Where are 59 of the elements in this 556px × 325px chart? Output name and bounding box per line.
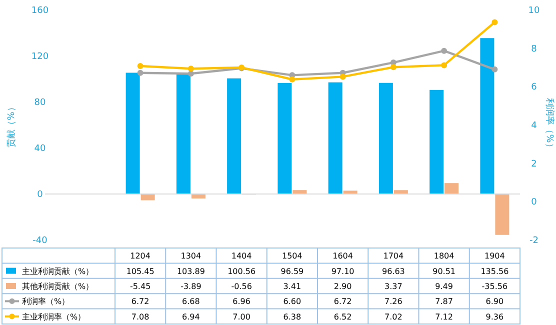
y-tick-label: 80 (34, 98, 46, 108)
y2-tick-label: 0 (531, 198, 538, 208)
legend-label: 主业利润率（%） (22, 312, 86, 322)
x-tick-label: 1704 (383, 252, 404, 261)
data-label: 2.90 (334, 282, 352, 291)
data-label: 9.36 (486, 312, 504, 322)
x-tick-label: 1404 (231, 252, 252, 261)
data-label: -0.56 (231, 282, 252, 291)
y-tick-label: 120 (31, 52, 49, 62)
y2-tick-label: 8 (531, 44, 538, 54)
data-label: -3.89 (180, 282, 202, 291)
x-tick-label: 1904 (484, 252, 505, 261)
x-tick-label: 1804 (434, 252, 454, 261)
x-tick-label: 1504 (282, 252, 302, 261)
data-label: 3.37 (384, 282, 402, 291)
data-label: 6.72 (131, 297, 150, 306)
data-label: 3.41 (283, 282, 302, 291)
y2-axis-title: 利润率（%） (544, 98, 555, 152)
data-label: 6.38 (283, 312, 302, 322)
data-label: 6.94 (182, 312, 200, 322)
data-label: 7.26 (384, 297, 402, 306)
data-label: 6.90 (486, 297, 504, 306)
data-label: 6.52 (334, 312, 352, 322)
data-label: 105.45 (126, 266, 154, 276)
data-label: 97.10 (331, 266, 354, 276)
x-tick-label: 1304 (180, 252, 202, 261)
y-tick-label: 160 (31, 6, 49, 16)
data-label: -35.56 (482, 282, 508, 291)
y-tick-label: -40 (32, 236, 48, 246)
data-label: 6.96 (232, 297, 250, 306)
data-label: 90.51 (432, 266, 456, 276)
data-label: 6.60 (283, 297, 302, 306)
data-label: 96.63 (382, 266, 405, 276)
y-axis-title: 贡献（%） (6, 102, 17, 148)
data-label: 100.56 (228, 266, 256, 276)
data-label: 7.12 (435, 312, 453, 322)
data-label: 7.02 (384, 312, 402, 322)
data-label: 135.56 (480, 266, 509, 276)
data-label: 6.72 (334, 297, 352, 306)
data-label: -5.45 (130, 282, 151, 291)
y2-tick-label: 10 (528, 6, 540, 16)
data-label: 7.00 (232, 312, 250, 322)
x-tick-label: 1604 (332, 252, 353, 261)
data-label: 9.49 (435, 282, 453, 291)
y2-tick-label: -2 (530, 236, 538, 246)
legend-label: 主业利润贡献（%） (22, 266, 94, 276)
legend-label: 利润率（%） (22, 297, 70, 306)
y-tick-label: 0 (37, 190, 44, 200)
y-tick-label: 40 (34, 144, 46, 154)
y2-tick-label: 2 (531, 159, 537, 170)
data-label: 96.59 (280, 266, 304, 276)
y2-tick-label: 6 (531, 82, 538, 93)
data-label: 6.68 (182, 297, 200, 306)
data-label: 7.08 (131, 312, 150, 322)
y2-tick-label: 4 (531, 121, 538, 131)
x-tick-label: 1204 (130, 252, 150, 261)
data-label: 7.87 (435, 297, 453, 306)
data-label: 103.89 (176, 266, 205, 276)
legend-label: 其他利润贡献（%） (22, 282, 94, 291)
